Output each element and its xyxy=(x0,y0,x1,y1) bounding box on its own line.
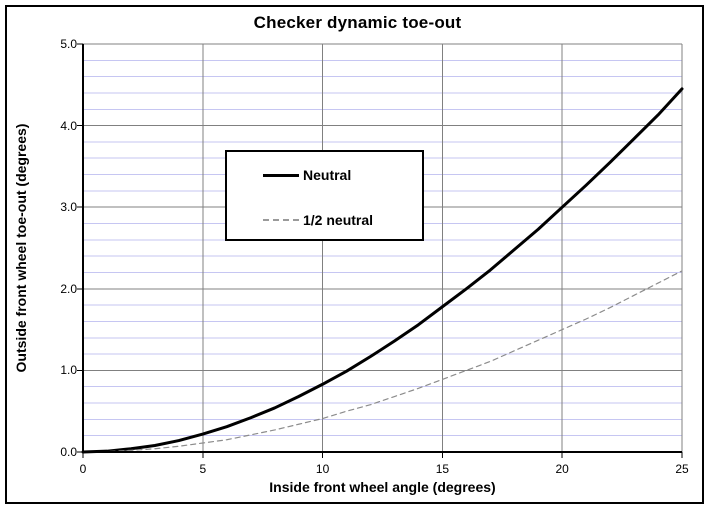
half-neutral-dashed-line-swatch xyxy=(263,219,299,221)
legend: Neutral 1/2 neutral xyxy=(225,150,424,241)
neutral-solid-line-swatch xyxy=(263,173,299,177)
legend-item-neutral: Neutral xyxy=(227,165,351,185)
y-tick-label: 5.0 xyxy=(60,37,77,51)
series-line-neutral xyxy=(81,87,684,454)
x-tick-label: 10 xyxy=(315,462,330,476)
x-tick-label: 25 xyxy=(675,462,689,476)
x-axis-title: Inside front wheel angle (degrees) xyxy=(269,479,496,495)
x-tick-label: 15 xyxy=(435,462,450,476)
y-tick-label: 4.0 xyxy=(60,118,77,133)
y-tick-label: 1.0 xyxy=(60,363,77,378)
x-tick-label: 5 xyxy=(199,462,207,476)
y-tick-label: 2.0 xyxy=(60,281,77,296)
chart-border xyxy=(5,5,704,504)
chart-title: Checker dynamic toe-out xyxy=(253,13,462,32)
x-tick-label: 0 xyxy=(79,462,87,476)
x-tick-label: 20 xyxy=(555,462,569,476)
legend-label-half-neutral: 1/2 neutral xyxy=(303,212,374,228)
y-tick-label: 0.0 xyxy=(60,445,77,459)
legend-item-half-neutral: 1/2 neutral xyxy=(227,210,373,230)
y-tick-label: 3.0 xyxy=(60,200,77,215)
series-line-half-neutral xyxy=(82,270,683,453)
legend-label-neutral: Neutral xyxy=(303,167,352,183)
